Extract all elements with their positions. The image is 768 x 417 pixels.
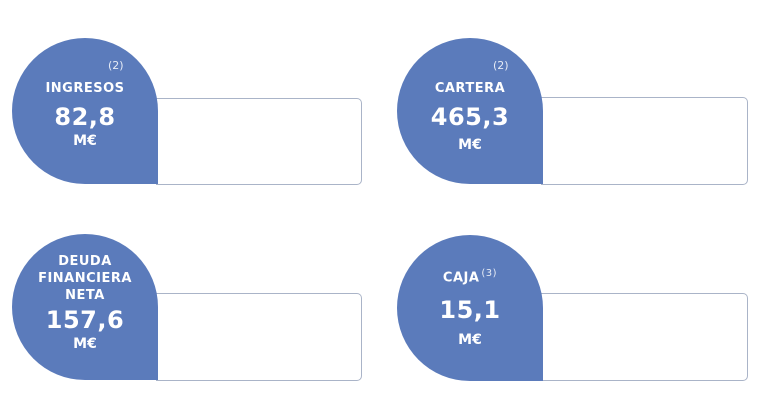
deuda-title-line-3: NETA	[65, 288, 105, 303]
caja-bubble: CAJA (3) 15,1 M€	[397, 235, 543, 381]
caja-unit: M€	[458, 332, 482, 349]
ingresos-value: 82,8	[54, 103, 116, 131]
cartera-title: CARTERA	[434, 81, 506, 96]
cartera-value: 465,3	[430, 103, 510, 131]
deuda-detail-box	[156, 293, 362, 381]
cartera-unit: M€	[458, 137, 482, 153]
cartera-footnote: (2)	[493, 59, 509, 72]
ingresos-bubble: (2) INGRESOS 82,8 M€	[12, 38, 158, 184]
caja-footnote: (3)	[481, 268, 498, 279]
ingresos-title: INGRESOS	[45, 81, 125, 96]
caja-detail-box	[541, 293, 748, 381]
ingresos-detail-box	[156, 98, 362, 185]
deuda-value: 157,6	[45, 306, 125, 334]
cartera-detail-box	[541, 97, 748, 185]
deuda-title-line-2: FINANCIERA	[38, 271, 132, 286]
caja-title: CAJA	[442, 270, 480, 286]
caja-value: 15,1	[439, 296, 501, 325]
ingresos-unit: M€	[73, 133, 97, 149]
cartera-bubble: (2) CARTERA 465,3 M€	[397, 38, 543, 184]
caja-title-row: CAJA (3)	[397, 265, 543, 286]
deuda-title-line-1: DEUDA	[58, 254, 112, 269]
deuda-bubble: DEUDA FINANCIERA NETA 157,6 M€	[12, 234, 158, 380]
deuda-unit: M€	[73, 336, 97, 352]
ingresos-footnote: (2)	[108, 59, 124, 72]
